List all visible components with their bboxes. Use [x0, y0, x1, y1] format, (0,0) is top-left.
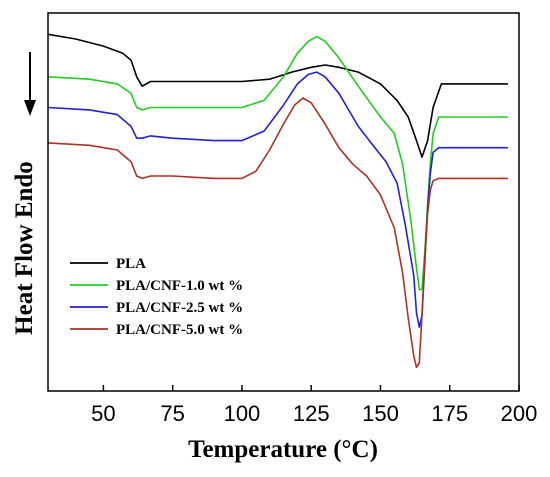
legend-label-pla-cnf-2-5-wt: PLA/CNF-2.5 wt % — [116, 300, 243, 316]
x-axis-ticks: 50 75 100 125 150 175 200 — [91, 385, 537, 426]
y-axis-title: Heat Flow Endo — [11, 161, 38, 335]
series-line-pla-cnf-5-0-wt — [47, 97, 508, 369]
series-line-pla — [47, 33, 508, 158]
x-tick-label: 125 — [293, 401, 330, 426]
plot-frame — [47, 12, 520, 392]
x-tick-label: 200 — [501, 401, 538, 426]
series-line-pla-cnf-1-0-wt — [47, 35, 508, 291]
x-tick-label: 175 — [431, 401, 468, 426]
x-tick-label: 50 — [91, 401, 115, 426]
heat-flow-direction-arrow-head — [24, 100, 36, 116]
x-tick-label: 150 — [362, 401, 399, 426]
x-tick-label: 75 — [160, 401, 184, 426]
x-tick-label: 100 — [224, 401, 261, 426]
plot-area — [47, 33, 508, 369]
legend-label-pla: PLA — [116, 256, 146, 272]
legend-label-pla-cnf-5-0-wt: PLA/CNF-5.0 wt % — [116, 322, 243, 338]
legend: PLA PLA/CNF-1.0 wt % PLA/CNF-2.5 wt % PLA/C… — [70, 256, 243, 338]
legend-label-pla-cnf-1-0-wt: PLA/CNF-1.0 wt % — [116, 278, 243, 294]
x-axis-title: Temperature (°C) — [188, 436, 378, 463]
